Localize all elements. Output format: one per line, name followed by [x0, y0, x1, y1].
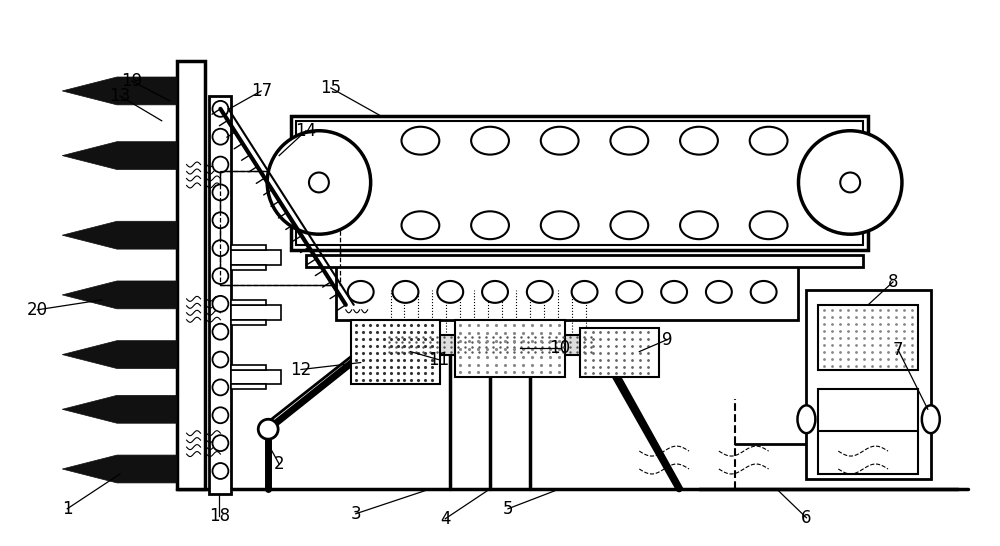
Bar — [296, 121, 863, 245]
Ellipse shape — [610, 127, 648, 155]
Text: 6: 6 — [801, 509, 812, 527]
Text: 11: 11 — [428, 351, 449, 369]
Circle shape — [267, 130, 371, 234]
Circle shape — [212, 129, 228, 145]
Text: 4: 4 — [440, 510, 451, 528]
Text: 17: 17 — [251, 82, 272, 100]
Ellipse shape — [402, 127, 439, 155]
Ellipse shape — [661, 281, 687, 303]
Ellipse shape — [750, 127, 788, 155]
Ellipse shape — [471, 211, 509, 239]
Bar — [381, 335, 595, 354]
Ellipse shape — [680, 211, 718, 239]
Polygon shape — [62, 341, 177, 369]
Text: 13: 13 — [109, 87, 131, 105]
Bar — [806, 290, 931, 479]
Ellipse shape — [471, 127, 509, 155]
Circle shape — [212, 157, 228, 173]
Ellipse shape — [572, 281, 598, 303]
Circle shape — [212, 240, 228, 256]
Text: 8: 8 — [888, 273, 898, 291]
Circle shape — [212, 296, 228, 312]
Text: 15: 15 — [320, 79, 341, 97]
Bar — [231, 384, 266, 389]
Ellipse shape — [610, 211, 648, 239]
Ellipse shape — [706, 281, 732, 303]
Ellipse shape — [680, 127, 718, 155]
Text: 1: 1 — [62, 500, 73, 518]
Bar — [351, 320, 440, 384]
Polygon shape — [62, 281, 177, 309]
Ellipse shape — [797, 405, 815, 433]
Circle shape — [212, 407, 228, 423]
Bar — [291, 116, 868, 250]
Bar — [306, 255, 863, 267]
Circle shape — [258, 419, 278, 439]
Ellipse shape — [393, 281, 418, 303]
Bar — [455, 320, 565, 377]
Bar — [177, 61, 205, 489]
Circle shape — [212, 379, 228, 395]
Circle shape — [212, 352, 228, 367]
Polygon shape — [62, 455, 177, 483]
Text: 20: 20 — [27, 301, 48, 319]
Circle shape — [212, 435, 228, 451]
Bar — [220, 170, 340, 285]
Ellipse shape — [541, 127, 579, 155]
Bar — [231, 305, 281, 320]
Bar — [231, 370, 281, 384]
Text: 12: 12 — [290, 360, 312, 378]
Polygon shape — [62, 221, 177, 249]
Bar — [818, 389, 918, 474]
Ellipse shape — [751, 281, 777, 303]
Bar — [231, 250, 281, 265]
Text: 3: 3 — [350, 505, 361, 523]
Circle shape — [212, 463, 228, 479]
Bar — [336, 265, 798, 320]
Ellipse shape — [402, 211, 439, 239]
Ellipse shape — [482, 281, 508, 303]
Text: 14: 14 — [295, 122, 317, 140]
Ellipse shape — [616, 281, 642, 303]
Circle shape — [309, 173, 329, 192]
Circle shape — [212, 268, 228, 284]
Circle shape — [212, 185, 228, 200]
Text: 9: 9 — [662, 331, 672, 349]
Bar — [231, 365, 266, 370]
Text: 18: 18 — [209, 507, 230, 525]
Text: 10: 10 — [549, 339, 570, 357]
Ellipse shape — [348, 281, 374, 303]
Polygon shape — [62, 77, 177, 105]
Text: 5: 5 — [503, 500, 513, 518]
Polygon shape — [62, 395, 177, 423]
Polygon shape — [62, 141, 177, 169]
Text: 7: 7 — [893, 341, 903, 359]
Bar — [231, 245, 266, 250]
Bar — [231, 265, 266, 270]
Circle shape — [212, 101, 228, 117]
Ellipse shape — [541, 211, 579, 239]
Text: 2: 2 — [274, 455, 284, 473]
Bar — [818, 305, 918, 370]
Bar — [231, 320, 266, 325]
Ellipse shape — [527, 281, 553, 303]
Circle shape — [798, 130, 902, 234]
Circle shape — [212, 212, 228, 228]
Text: 19: 19 — [121, 72, 142, 90]
Bar — [209, 96, 231, 494]
Ellipse shape — [750, 211, 788, 239]
Ellipse shape — [437, 281, 463, 303]
Bar — [231, 300, 266, 305]
Circle shape — [212, 324, 228, 340]
Ellipse shape — [922, 405, 940, 433]
Bar — [580, 328, 659, 377]
Circle shape — [840, 173, 860, 192]
